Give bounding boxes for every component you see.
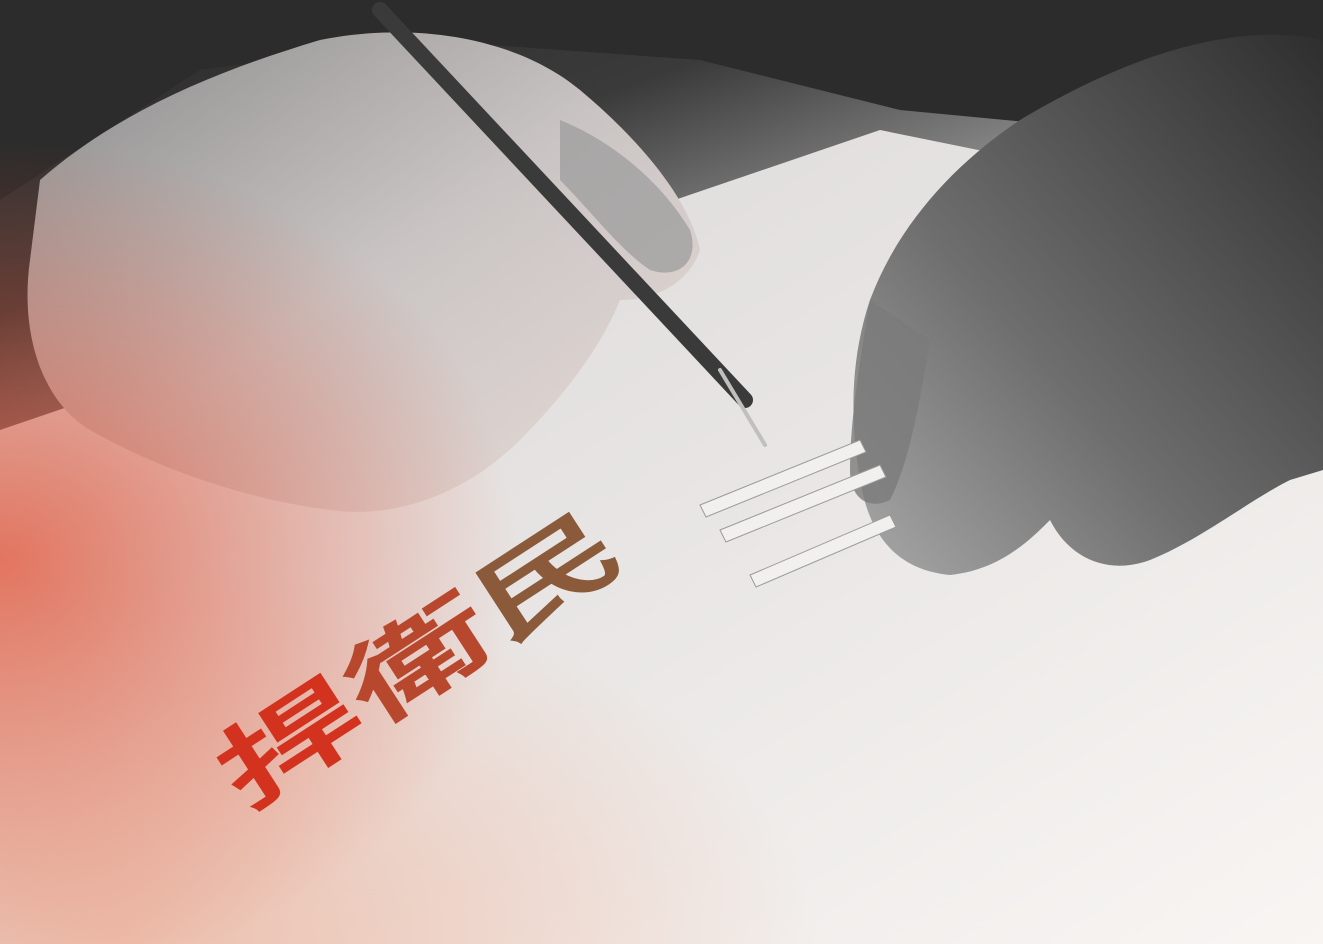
right-hand (853, 34, 1323, 575)
